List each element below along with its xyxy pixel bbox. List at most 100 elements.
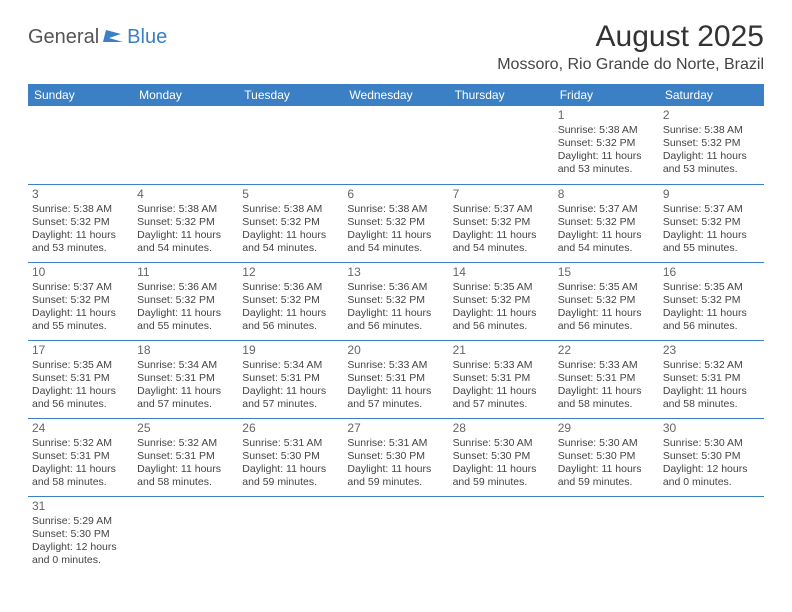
daylight-line: Daylight: 11 hours and 59 minutes. — [453, 463, 550, 489]
sunrise-line: Sunrise: 5:33 AM — [347, 359, 444, 372]
daylight-line: Daylight: 11 hours and 56 minutes. — [453, 307, 550, 333]
calendar-cell-empty — [554, 496, 659, 574]
sunset-line: Sunset: 5:31 PM — [242, 372, 339, 385]
day-number: 12 — [242, 265, 339, 280]
day-number: 22 — [558, 343, 655, 358]
logo-part2: Blue — [127, 26, 167, 49]
sunset-line: Sunset: 5:31 PM — [137, 450, 234, 463]
daylight-line: Daylight: 11 hours and 54 minutes. — [242, 229, 339, 255]
day-number: 15 — [558, 265, 655, 280]
day-number: 13 — [347, 265, 444, 280]
sunrise-line: Sunrise: 5:38 AM — [242, 203, 339, 216]
daylight-line: Daylight: 11 hours and 56 minutes. — [32, 385, 129, 411]
calendar-cell: 29Sunrise: 5:30 AMSunset: 5:30 PMDayligh… — [554, 418, 659, 496]
day-number: 27 — [347, 421, 444, 436]
calendar-cell: 24Sunrise: 5:32 AMSunset: 5:31 PMDayligh… — [28, 418, 133, 496]
flag-icon — [103, 28, 125, 44]
day-number: 3 — [32, 187, 129, 202]
day-number: 19 — [242, 343, 339, 358]
calendar-row: 24Sunrise: 5:32 AMSunset: 5:31 PMDayligh… — [28, 418, 764, 496]
sunrise-line: Sunrise: 5:32 AM — [137, 437, 234, 450]
daylight-line: Daylight: 11 hours and 56 minutes. — [558, 307, 655, 333]
sunrise-line: Sunrise: 5:36 AM — [347, 281, 444, 294]
daylight-line: Daylight: 11 hours and 57 minutes. — [453, 385, 550, 411]
calendar-cell-empty — [133, 496, 238, 574]
daylight-line: Daylight: 11 hours and 56 minutes. — [242, 307, 339, 333]
sunrise-line: Sunrise: 5:38 AM — [32, 203, 129, 216]
sunrise-line: Sunrise: 5:30 AM — [453, 437, 550, 450]
sunrise-line: Sunrise: 5:29 AM — [32, 515, 129, 528]
calendar-cell: 16Sunrise: 5:35 AMSunset: 5:32 PMDayligh… — [659, 262, 764, 340]
sunset-line: Sunset: 5:31 PM — [663, 372, 760, 385]
calendar-cell: 10Sunrise: 5:37 AMSunset: 5:32 PMDayligh… — [28, 262, 133, 340]
day-number: 16 — [663, 265, 760, 280]
calendar-cell: 7Sunrise: 5:37 AMSunset: 5:32 PMDaylight… — [449, 184, 554, 262]
daylight-line: Daylight: 11 hours and 57 minutes. — [347, 385, 444, 411]
sunset-line: Sunset: 5:31 PM — [347, 372, 444, 385]
calendar-cell: 2Sunrise: 5:38 AMSunset: 5:32 PMDaylight… — [659, 106, 764, 184]
calendar-cell: 17Sunrise: 5:35 AMSunset: 5:31 PMDayligh… — [28, 340, 133, 418]
dayname-row: SundayMondayTuesdayWednesdayThursdayFrid… — [28, 84, 764, 106]
calendar-cell: 31Sunrise: 5:29 AMSunset: 5:30 PMDayligh… — [28, 496, 133, 574]
sunrise-line: Sunrise: 5:38 AM — [558, 124, 655, 137]
sunrise-line: Sunrise: 5:35 AM — [32, 359, 129, 372]
sunset-line: Sunset: 5:30 PM — [242, 450, 339, 463]
sunrise-line: Sunrise: 5:30 AM — [663, 437, 760, 450]
sunrise-line: Sunrise: 5:33 AM — [453, 359, 550, 372]
daylight-line: Daylight: 11 hours and 54 minutes. — [558, 229, 655, 255]
day-number: 10 — [32, 265, 129, 280]
day-number: 24 — [32, 421, 129, 436]
sunset-line: Sunset: 5:32 PM — [32, 294, 129, 307]
day-number: 4 — [137, 187, 234, 202]
calendar-cell: 12Sunrise: 5:36 AMSunset: 5:32 PMDayligh… — [238, 262, 343, 340]
title-block: August 2025 Mossoro, Rio Grande do Norte… — [497, 20, 764, 74]
day-number: 14 — [453, 265, 550, 280]
day-number: 6 — [347, 187, 444, 202]
calendar-body: 1Sunrise: 5:38 AMSunset: 5:32 PMDaylight… — [28, 106, 764, 574]
calendar-cell: 3Sunrise: 5:38 AMSunset: 5:32 PMDaylight… — [28, 184, 133, 262]
day-number: 30 — [663, 421, 760, 436]
day-number: 9 — [663, 187, 760, 202]
header: General Blue August 2025 Mossoro, Rio Gr… — [28, 20, 764, 74]
calendar-cell: 19Sunrise: 5:34 AMSunset: 5:31 PMDayligh… — [238, 340, 343, 418]
calendar-cell: 26Sunrise: 5:31 AMSunset: 5:30 PMDayligh… — [238, 418, 343, 496]
calendar-cell-empty — [343, 496, 448, 574]
calendar-cell: 5Sunrise: 5:38 AMSunset: 5:32 PMDaylight… — [238, 184, 343, 262]
calendar-cell: 21Sunrise: 5:33 AMSunset: 5:31 PMDayligh… — [449, 340, 554, 418]
day-number: 5 — [242, 187, 339, 202]
sunset-line: Sunset: 5:30 PM — [558, 450, 655, 463]
day-number: 20 — [347, 343, 444, 358]
sunset-line: Sunset: 5:32 PM — [242, 294, 339, 307]
calendar-cell: 8Sunrise: 5:37 AMSunset: 5:32 PMDaylight… — [554, 184, 659, 262]
calendar-cell: 23Sunrise: 5:32 AMSunset: 5:31 PMDayligh… — [659, 340, 764, 418]
day-number: 31 — [32, 499, 129, 514]
daylight-line: Daylight: 11 hours and 58 minutes. — [558, 385, 655, 411]
sunset-line: Sunset: 5:32 PM — [137, 216, 234, 229]
sunrise-line: Sunrise: 5:30 AM — [558, 437, 655, 450]
daylight-line: Daylight: 11 hours and 58 minutes. — [137, 463, 234, 489]
sunrise-line: Sunrise: 5:32 AM — [32, 437, 129, 450]
sunset-line: Sunset: 5:32 PM — [663, 294, 760, 307]
calendar-table: SundayMondayTuesdayWednesdayThursdayFrid… — [28, 84, 764, 574]
sunset-line: Sunset: 5:32 PM — [347, 216, 444, 229]
calendar-cell-empty — [238, 496, 343, 574]
daylight-line: Daylight: 11 hours and 58 minutes. — [663, 385, 760, 411]
calendar-cell: 14Sunrise: 5:35 AMSunset: 5:32 PMDayligh… — [449, 262, 554, 340]
dayname-header: Tuesday — [238, 84, 343, 106]
dayname-header: Saturday — [659, 84, 764, 106]
day-number: 2 — [663, 108, 760, 123]
calendar-cell: 18Sunrise: 5:34 AMSunset: 5:31 PMDayligh… — [133, 340, 238, 418]
day-number: 23 — [663, 343, 760, 358]
sunset-line: Sunset: 5:32 PM — [137, 294, 234, 307]
calendar-cell-empty — [659, 496, 764, 574]
sunrise-line: Sunrise: 5:32 AM — [663, 359, 760, 372]
daylight-line: Daylight: 11 hours and 54 minutes. — [347, 229, 444, 255]
sunrise-line: Sunrise: 5:37 AM — [663, 203, 760, 216]
calendar-cell-empty — [133, 106, 238, 184]
calendar-cell-empty — [449, 106, 554, 184]
sunrise-line: Sunrise: 5:37 AM — [32, 281, 129, 294]
calendar-row: 10Sunrise: 5:37 AMSunset: 5:32 PMDayligh… — [28, 262, 764, 340]
day-number: 26 — [242, 421, 339, 436]
daylight-line: Daylight: 11 hours and 53 minutes. — [32, 229, 129, 255]
logo: General Blue — [28, 26, 167, 49]
